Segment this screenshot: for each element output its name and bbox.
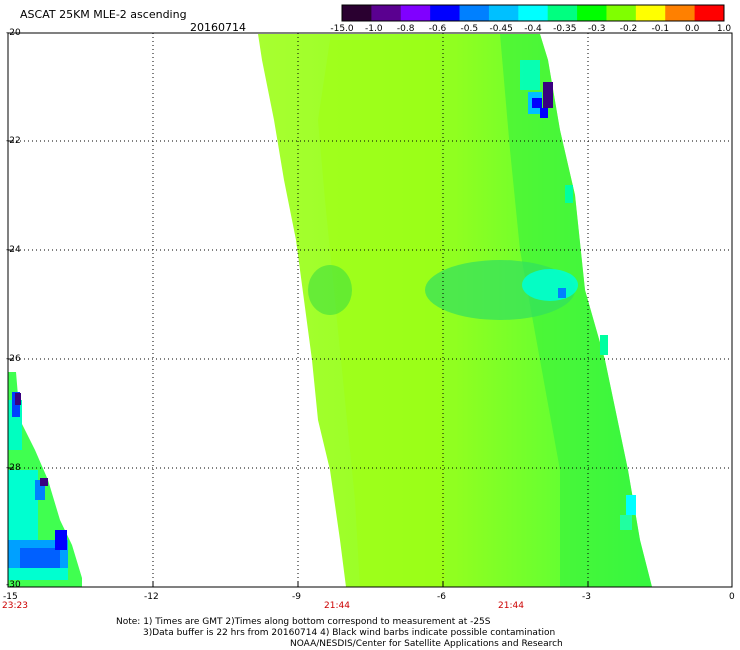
colorbar-label: -0.2: [620, 24, 638, 34]
colorbar-swatch: [371, 5, 402, 21]
colorbar-swatch: [342, 5, 372, 21]
colorbar-label: -15.0: [330, 24, 354, 34]
x-tick-label: 0: [729, 592, 735, 602]
data-cell: [15, 393, 21, 405]
colorbar-swatch: [694, 5, 725, 21]
map-date: 20160714: [190, 21, 246, 34]
y-tick-label: -20: [6, 28, 21, 38]
time-label: 21:44: [498, 601, 524, 611]
colorbar-label: -1.0: [365, 24, 383, 34]
data-cell: [35, 480, 45, 500]
x-tick-label: -15: [3, 592, 18, 602]
data-cell: [565, 185, 573, 203]
map-title: ASCAT 25KM MLE-2 ascending: [20, 8, 187, 21]
grid-lines: [8, 33, 732, 587]
colorbar-swatch: [400, 5, 431, 21]
data-cell-blue: [558, 288, 566, 298]
data-cell: [520, 60, 540, 90]
colorbar-label: -0.3: [588, 24, 606, 34]
colorbar-swatch: [665, 5, 696, 21]
note-line-1: Note: 1) Times are GMT 2)Times along bot…: [116, 617, 491, 627]
y-tick-label: -28: [6, 463, 21, 473]
time-label: 21:44: [324, 601, 350, 611]
colorbar-swatch: [577, 5, 607, 21]
colorbar: -15.0 -1.0 -0.8 -0.6 -0.5 -0.45 -0.4 -0.35 -0.3 -…: [330, 4, 732, 34]
data-cell: [620, 515, 632, 530]
y-tick-label: -26: [6, 354, 21, 364]
colorbar-swatch: [547, 5, 578, 21]
colorbar-label: 0.0: [685, 24, 700, 34]
colorbar-label: -0.4: [524, 24, 542, 34]
colorbar-label: -0.45: [490, 24, 513, 34]
data-cell: [8, 470, 38, 540]
data-cell: [20, 548, 60, 568]
note-line-2: 3)Data buffer is 22 hrs from 20160714 4)…: [143, 628, 556, 638]
colorbar-swatch: [635, 5, 666, 21]
x-tick-label: -6: [437, 592, 446, 602]
x-tick-label: -12: [144, 592, 159, 602]
y-tick-label: -24: [6, 245, 21, 255]
data-cell: [626, 495, 636, 515]
x-tick-label: -9: [292, 592, 301, 602]
data-swath-edge: [500, 34, 652, 587]
data-cell: [532, 98, 542, 108]
colorbar-swatch: [459, 5, 490, 21]
axis-ticks: [8, 140, 589, 587]
colorbar-swatch: [430, 5, 461, 21]
note-line-3: NOAA/NESDIS/Center for Satellite Applica…: [290, 639, 563, 649]
time-label: 23:23: [2, 601, 28, 611]
data-swath-band: [318, 40, 445, 587]
colorbar-label: -0.35: [553, 24, 576, 34]
data-cell: [540, 108, 548, 118]
data-patch-left: [308, 265, 352, 315]
colorbar-swatch: [606, 5, 637, 21]
y-tick-label: -30: [6, 580, 21, 590]
y-tick-label: -22: [6, 136, 21, 146]
colorbar-label: 1.0: [717, 24, 732, 34]
data-patch-cyan: [522, 269, 578, 301]
data-cell: [8, 568, 68, 580]
data-cell: [40, 478, 48, 486]
colorbar-swatch: [518, 5, 549, 21]
colorbar-label: -0.6: [429, 24, 447, 34]
x-tick-label: -3: [582, 592, 591, 602]
colorbar-border: [341, 4, 725, 22]
colorbar-label: -0.5: [461, 24, 479, 34]
colorbar-label: -0.1: [652, 24, 670, 34]
data-cell: [55, 530, 67, 550]
plot-frame: [7, 32, 733, 588]
data-cell: [600, 335, 608, 355]
colorbar-label: -0.8: [397, 24, 415, 34]
colorbar-swatch: [488, 5, 519, 21]
data-cell: [543, 82, 553, 108]
